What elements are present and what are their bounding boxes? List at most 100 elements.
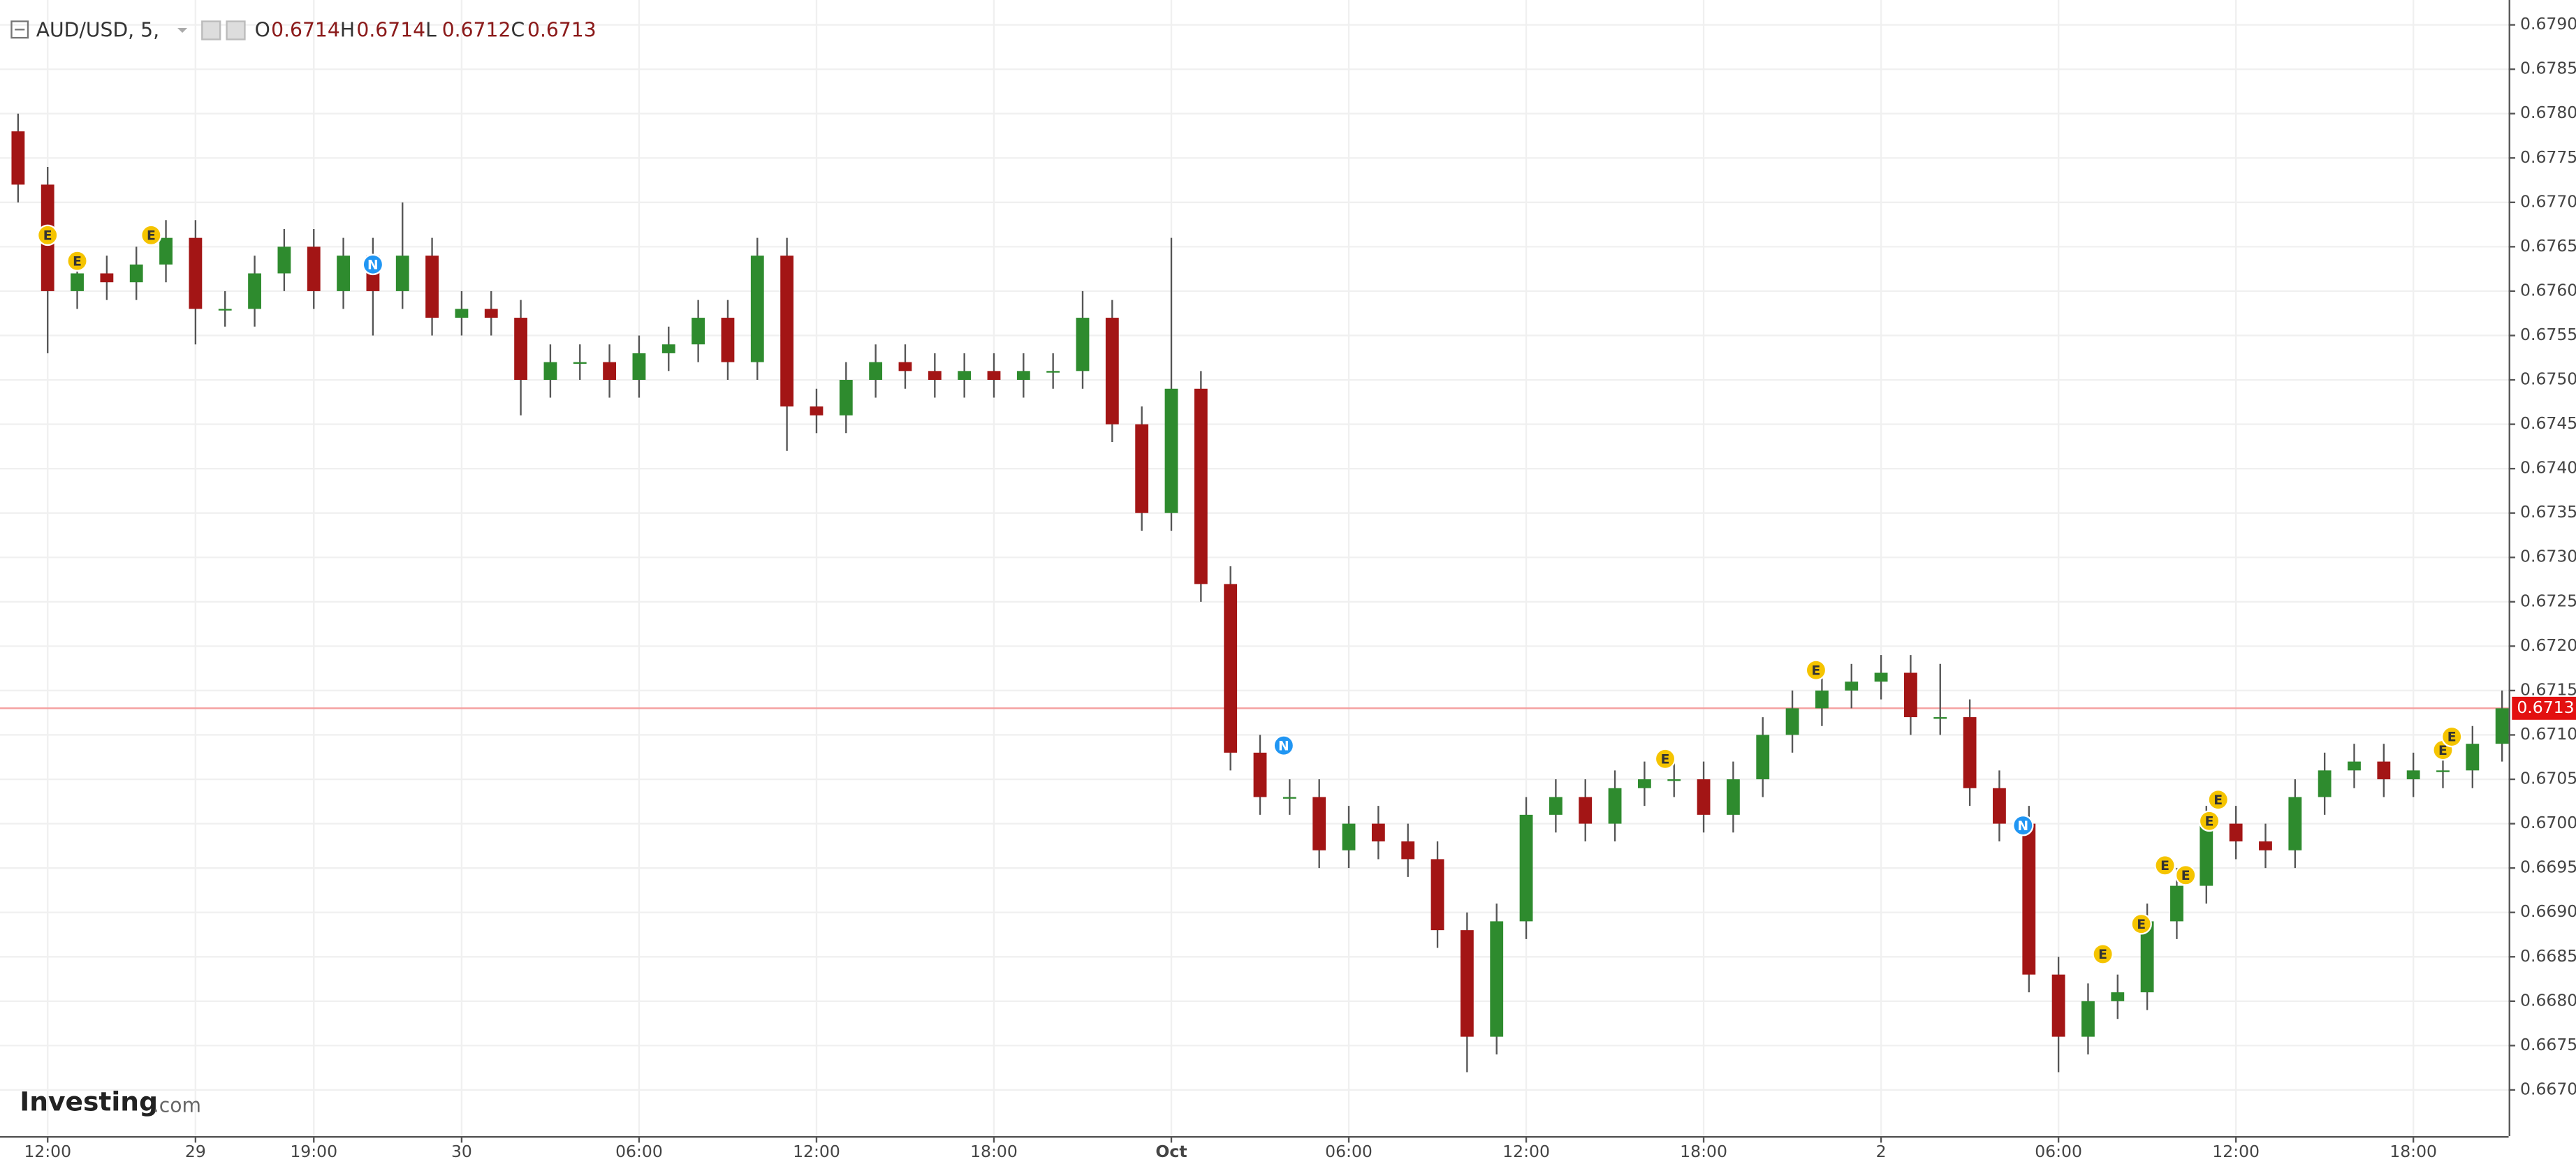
candle-body [632, 353, 646, 381]
event-marker [1654, 748, 1676, 770]
candle-body [1430, 859, 1444, 931]
y-tick-label: 0.6725 [2520, 591, 2576, 610]
candle-body [1342, 823, 1356, 850]
candle-body [2229, 823, 2243, 842]
x-tick-label: 12:00 [24, 1142, 71, 1161]
event-marker [2440, 725, 2463, 748]
candle-body [750, 256, 764, 362]
symbol-title: AUD/USD, 5, [36, 19, 159, 42]
candle-body [1490, 921, 1504, 1037]
candle-body [484, 309, 498, 318]
candle-body [425, 256, 439, 318]
candle-body [2406, 770, 2420, 780]
candle-body [1371, 823, 1385, 842]
candle-body [71, 273, 84, 291]
candle-body [691, 318, 705, 345]
candle-body [869, 362, 883, 381]
y-tick-label: 0.6750 [2520, 369, 2576, 389]
candle-body [100, 273, 114, 283]
y-tick-label: 0.6765 [2520, 236, 2576, 256]
axes: 0.6670 0.6675 0.6680 0.6685 0.6690 0.6695 0.67… [24, 14, 2576, 1161]
y-tick-label: 0.6780 [2520, 103, 2576, 122]
event-label: E [2160, 859, 2169, 874]
candle-body [2377, 761, 2391, 780]
candle-body [810, 406, 824, 415]
y-tick-label: 0.6740 [2520, 458, 2576, 478]
x-tick-label: 06:00 [1325, 1142, 1373, 1161]
candle-body [11, 131, 25, 185]
dropdown-icon[interactable] [177, 27, 188, 34]
candle-body [2022, 823, 2036, 975]
candle-body [573, 362, 587, 364]
grid [0, 0, 2509, 1137]
x-tick-label: 29 [185, 1142, 206, 1161]
y-tick-label: 0.6700 [2520, 813, 2576, 832]
y-tick-label: 0.6735 [2520, 502, 2576, 522]
x-tick-label: 18:00 [970, 1142, 1018, 1161]
x-tick-label: 12:00 [793, 1142, 840, 1161]
y-tick-label: 0.6760 [2520, 280, 2576, 300]
ohlc-letter: O [255, 19, 270, 42]
event-label: N [367, 258, 379, 272]
candle-body [218, 309, 232, 311]
candle-body [2288, 797, 2302, 850]
event-label: E [2438, 744, 2447, 758]
candle-body [1312, 797, 1326, 850]
candle-body [1933, 717, 1947, 719]
candle-body [898, 362, 912, 371]
y-tick-label: 0.6695 [2520, 857, 2576, 877]
candle-body [1815, 690, 1829, 709]
candle-body [159, 237, 173, 265]
candle-body [928, 371, 942, 381]
x-tick-label: 06:00 [615, 1142, 663, 1161]
candle-body [1164, 388, 1178, 513]
candle-body [1608, 788, 1622, 824]
event-label: E [2447, 730, 2457, 745]
event-marker [2130, 913, 2152, 935]
ohlc-letter: H [340, 19, 355, 42]
y-tick-label: 0.6715 [2520, 679, 2576, 699]
x-tick-label: 06:00 [2035, 1142, 2082, 1161]
event-label: N [1278, 739, 1289, 753]
candle-body [2318, 770, 2332, 797]
candle-body [1726, 779, 1740, 815]
x-tick-label: 19:00 [290, 1142, 337, 1161]
event-marker [362, 253, 384, 276]
candle-body [395, 256, 409, 291]
x-tick-label: 12:00 [2212, 1142, 2260, 1161]
candle-body [1697, 779, 1711, 815]
event-marker [140, 224, 162, 246]
collapse-icon[interactable] [10, 20, 29, 39]
candle-body [1874, 672, 1888, 682]
hide-icon[interactable] [226, 20, 246, 40]
event-label: E [2205, 814, 2214, 829]
event-label: E [73, 254, 82, 269]
settings-icon[interactable] [201, 20, 221, 40]
candle-body [1756, 735, 1770, 780]
candle-body [1637, 779, 1651, 788]
ohlc-letter: L [425, 19, 437, 42]
candle-body [1076, 318, 1090, 371]
candle-body [603, 362, 617, 381]
candle-body [1667, 779, 1681, 781]
candle-body [2436, 770, 2450, 772]
ohlc-values: O 0.6714 H 0.6714 L 0.6712 C 0.6713 [255, 19, 597, 42]
candle-body [987, 371, 1001, 381]
candle-body [1194, 388, 1208, 584]
event-marker [1805, 659, 1827, 681]
y-tick-label: 0.6705 [2520, 769, 2576, 788]
ohlc-value: 0.6712 [442, 19, 511, 42]
candle-body [455, 309, 469, 318]
y-tick-label: 0.6745 [2520, 413, 2576, 433]
candle-body [958, 371, 972, 381]
event-label: E [2098, 948, 2107, 962]
x-tick-label: 2 [1876, 1142, 1887, 1161]
candle-body [780, 256, 794, 407]
candle-body [1401, 841, 1415, 860]
event-marker [2092, 943, 2114, 965]
candle-body [248, 273, 261, 309]
candle-body [1016, 371, 1030, 381]
y-tick-label: 0.6710 [2520, 724, 2576, 744]
candle-body [2466, 744, 2480, 771]
y-tick-label: 0.6670 [2520, 1079, 2576, 1098]
